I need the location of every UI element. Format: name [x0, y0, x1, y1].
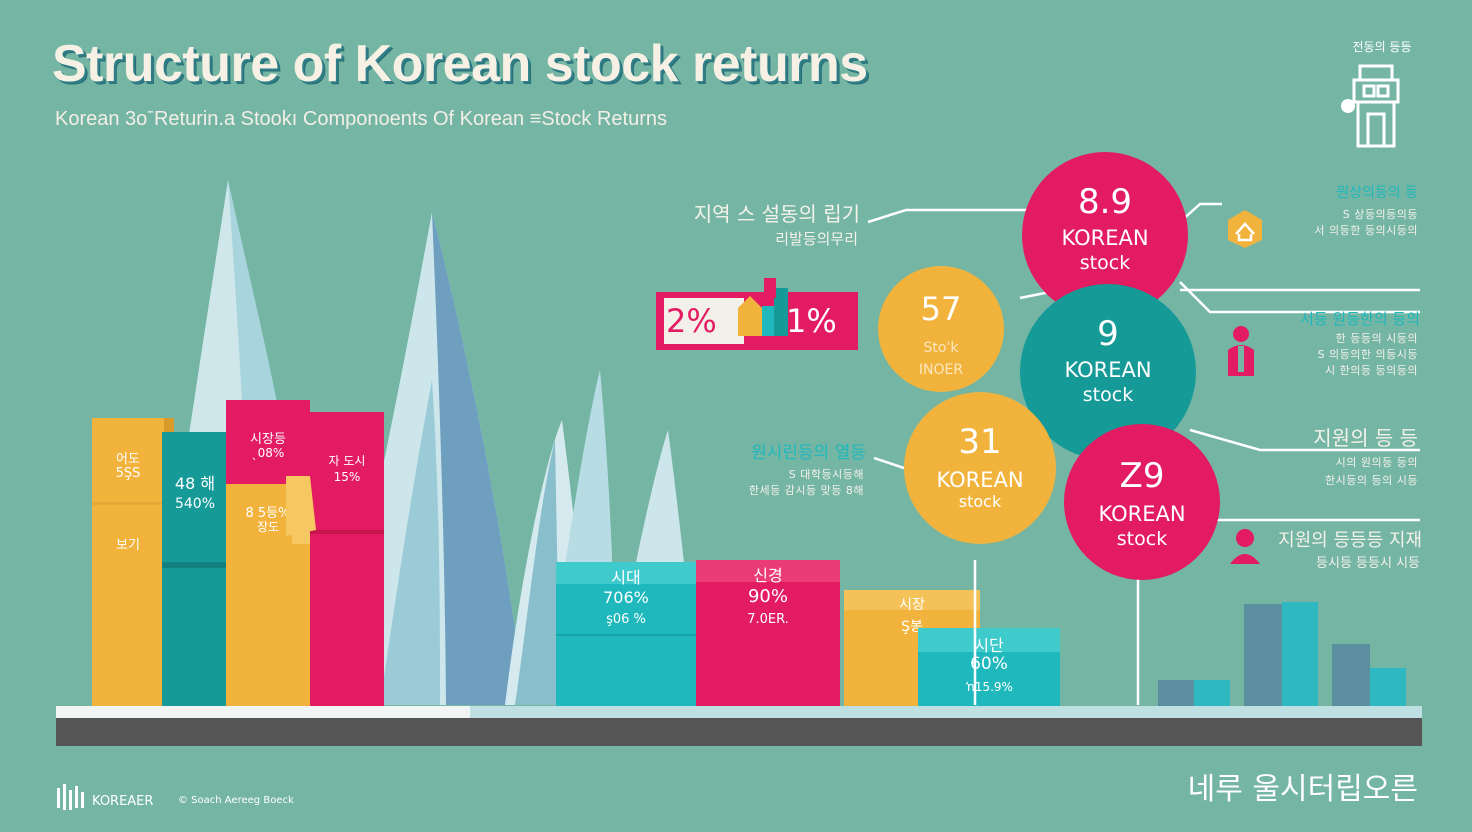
circle-2-value: 57 [920, 290, 962, 328]
mid-bar-2: 신경 90% 7.0ER. [696, 560, 840, 708]
left-bar-2: 48 해 540% [162, 432, 228, 708]
percent-callout: 2% 1% [656, 278, 858, 350]
label-mid-sub1: S 대학등시등해 [788, 468, 864, 481]
left-bar-4 [310, 530, 384, 708]
mid-bar-1-label-1: 시대 [611, 568, 641, 587]
left-bar-1-label-2: 5ŞS [115, 466, 141, 481]
mid-bar-2-label-1: 신경 [753, 566, 783, 585]
mid-bar-4-label-1: 시단 [974, 636, 1004, 655]
left-bar-3-label-2: 장도 [256, 520, 280, 534]
circle-3: 9 KOREAN stock [1020, 284, 1196, 460]
left-bar-4-bevel [286, 476, 316, 536]
circle-5-sublabel: stock [1116, 528, 1168, 550]
left-bar-3-label-1: 8 5등% [245, 506, 291, 521]
right-label-2-title: 서등 원등한의 등의 [1300, 310, 1420, 328]
circle-4-value: 31 [958, 422, 1002, 462]
ground-top-right [470, 706, 1422, 718]
left-bar-2-label-2: 540% [174, 496, 216, 512]
circle-3-sublabel: stock [1082, 384, 1134, 406]
circle-4-label: KOREAN [936, 468, 1024, 492]
right-label-3-line-2: 한시등의 등의 시등 [1325, 474, 1418, 487]
circle-1-sublabel: stock [1079, 252, 1131, 274]
label-mid-title: 원시린등의 열등 [751, 443, 866, 463]
small-bar-6 [1370, 668, 1406, 706]
right-label-3-line-1: 시의 원의등 등의 [1335, 456, 1418, 469]
mid-bar-4: 시단 60% ŉ15.9% [918, 628, 1060, 708]
right-label-4-line-1: 등시등 등등시 시등 [1316, 556, 1420, 571]
logo-text: KOREAER [92, 794, 154, 809]
circle-3-value: 9 [1097, 314, 1119, 354]
left-bar-1-label-1: 어도 [116, 452, 140, 467]
right-label-2-line-3: 시 한의등 등의등의 [1325, 364, 1418, 377]
circle-4: 31 KOREAN stock [904, 392, 1056, 544]
footer-right-text: 네루 울시터립오른 [1187, 772, 1418, 807]
small-bar-2 [1194, 680, 1230, 706]
logo-icon [57, 784, 84, 810]
left-bar-3-top-label-1: 시장등 [250, 432, 286, 447]
circle-4-sublabel: stock [958, 492, 1002, 511]
mid-bar-3-label-1: 시장 [899, 597, 925, 613]
right-label-1-title: 원상의등의 등 [1336, 185, 1418, 201]
right-label-1-line-2: 서 의등한 등의시등의 [1314, 224, 1418, 237]
circle-1-value: 8.9 [1077, 182, 1133, 222]
house-badge-icon [1228, 210, 1262, 248]
circle-5: Z9 KOREAN stock [1064, 424, 1220, 580]
ground-base [56, 718, 1422, 746]
left-bar-4-label-2: 15% [333, 470, 361, 484]
badge-text: 전동의 등등 [1352, 40, 1412, 54]
left-bar-3-top-label-2: ˎ08% [251, 446, 285, 460]
mid-bar-2-label-2: 90% [747, 586, 788, 607]
small-bar-5 [1332, 644, 1370, 706]
person-icon [1228, 326, 1254, 376]
small-bar-3 [1244, 604, 1282, 706]
small-bar-1 [1158, 680, 1194, 706]
circle-3-label: KOREAN [1064, 358, 1152, 382]
right-label-1-line-1: S 상등의등의등 [1342, 208, 1418, 221]
small-bar-4 [1282, 602, 1318, 706]
mid-bar-1: 시대 706% ş06 % [556, 562, 696, 708]
left-bar-2-label-1: 48 해 [174, 474, 216, 493]
callout-left-value: 2% [666, 302, 717, 340]
right-label-4-title: 지원의 등등등 지재 [1278, 530, 1422, 551]
page-subtitle: Korean 3oˉReturin.a Stookı Componoents O… [55, 108, 667, 130]
page-title: Structure of Korean stock returns [52, 35, 868, 93]
house-chart-icon [738, 278, 788, 336]
mid-bar-4-label-2: 60% [970, 654, 1008, 674]
left-bar-1-label-3: 보기 [116, 538, 140, 553]
label-top-title: 지역 스 설동의 립기 [693, 202, 860, 226]
callout-right-value: 1% [786, 302, 837, 340]
circle-2-label: Stoˈk [923, 340, 959, 356]
mid-bar-3-label-2: Ş봉 [901, 619, 923, 635]
left-bar-4-top: 자 도시 15% [310, 412, 384, 530]
left-bar-3-top: 시장등 ˎ08% [226, 400, 310, 484]
label-top-sub: 리발등의무리 [775, 230, 858, 248]
circle-2: 57 Stoˈk INOER [878, 266, 1004, 392]
mid-bar-4-label-3: ŉ15.9% [965, 680, 1013, 694]
circle-5-value: Z9 [1119, 456, 1165, 496]
mid-bar-1-label-2: 706% [603, 588, 649, 607]
footer-credit: © Soach Aereeg Boeck [178, 795, 294, 806]
user-icon [1230, 529, 1260, 564]
tower-icon [1341, 64, 1400, 148]
mid-bar-1-label-3: ş06 % [606, 612, 646, 627]
right-label-2-line-1: 한 등등의 시등의 [1335, 332, 1418, 345]
circle-5-label: KOREAN [1098, 502, 1186, 526]
mid-bar-2-label-3: 7.0ER. [747, 612, 789, 627]
label-mid-sub2: 한세등 감시등 맞등 8해 [748, 484, 864, 497]
right-label-2-line-2: S 의등의한 의등시등 [1317, 348, 1418, 361]
left-bar-4-label-1: 자 도시 [328, 454, 366, 468]
circle-1-label: KOREAN [1061, 226, 1149, 250]
right-label-3-title: 지원의 등 등 [1313, 426, 1418, 450]
circle-2-sublabel: INOER [918, 362, 964, 378]
